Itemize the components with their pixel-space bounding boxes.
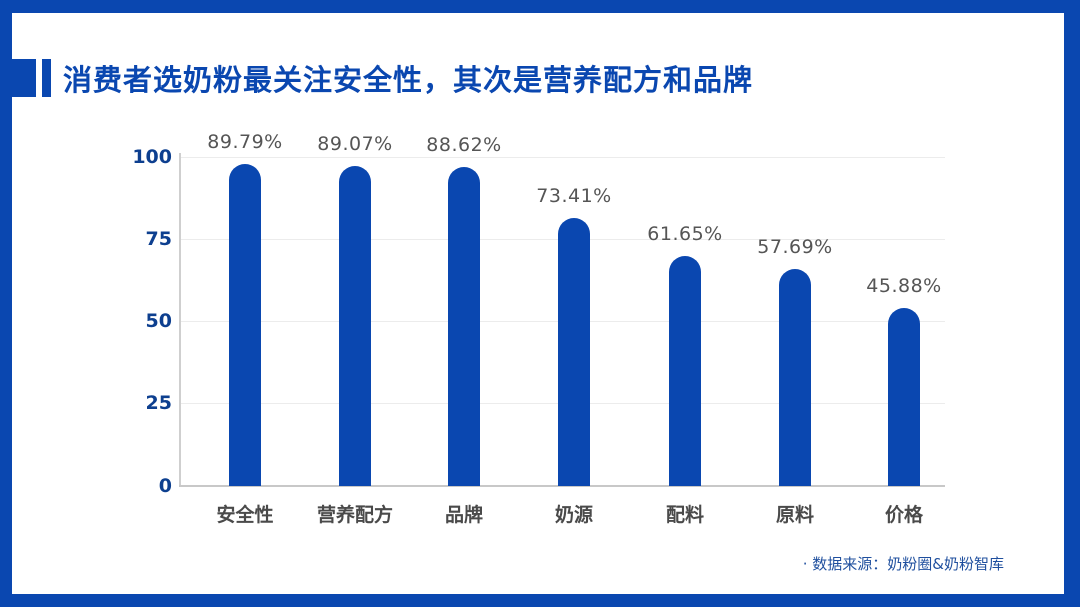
bar-7: [888, 308, 920, 486]
y-tick-label: 75: [145, 228, 172, 250]
bar-5: [669, 256, 701, 486]
value-label: 73.41%: [536, 184, 612, 207]
value-label: 88.62%: [426, 134, 502, 157]
x-axis-line: [179, 485, 945, 487]
bar-1: [229, 163, 261, 486]
bar-4: [558, 217, 590, 486]
title-accent-stripe: [42, 59, 51, 97]
category-label: 配料: [665, 504, 704, 526]
y-tick-label: 25: [145, 392, 172, 414]
title-accent-block: [12, 59, 36, 97]
y-tick-label: 50: [145, 310, 172, 332]
category-label: 营养配方: [316, 504, 393, 526]
slide-frame: 消费者选奶粉最关注安全性，其次是营养配方和品牌 100 75 50 25 0 8…: [12, 13, 1064, 594]
bar-2: [339, 165, 371, 486]
bar-3: [448, 167, 480, 486]
category-label: 品牌: [444, 504, 483, 526]
y-axis-line: [179, 153, 181, 487]
y-tick-label: 0: [158, 475, 172, 497]
data-source-note: · 数据来源：奶粉圈&奶粉智库: [802, 555, 1004, 573]
value-label: 57.69%: [757, 236, 833, 259]
value-label: 89.79%: [207, 130, 283, 153]
title-bar: 消费者选奶粉最关注安全性，其次是营养配方和品牌: [12, 58, 1064, 98]
value-label: 45.88%: [866, 275, 942, 298]
value-label: 61.65%: [647, 223, 723, 246]
bar-chart: 100 75 50 25 0 89.79% 安全性 89.07% 营养配方 88.62%…: [12, 13, 1064, 594]
category-label: 价格: [884, 504, 923, 526]
bar-6: [779, 269, 811, 486]
value-label: 89.07%: [317, 132, 393, 155]
y-tick-label: 100: [132, 146, 172, 168]
category-label: 奶源: [554, 504, 593, 526]
category-label: 原料: [775, 504, 814, 526]
gridline: [180, 157, 945, 158]
chart-title: 消费者选奶粉最关注安全性，其次是营养配方和品牌: [63, 63, 754, 97]
category-label: 安全性: [216, 504, 274, 526]
